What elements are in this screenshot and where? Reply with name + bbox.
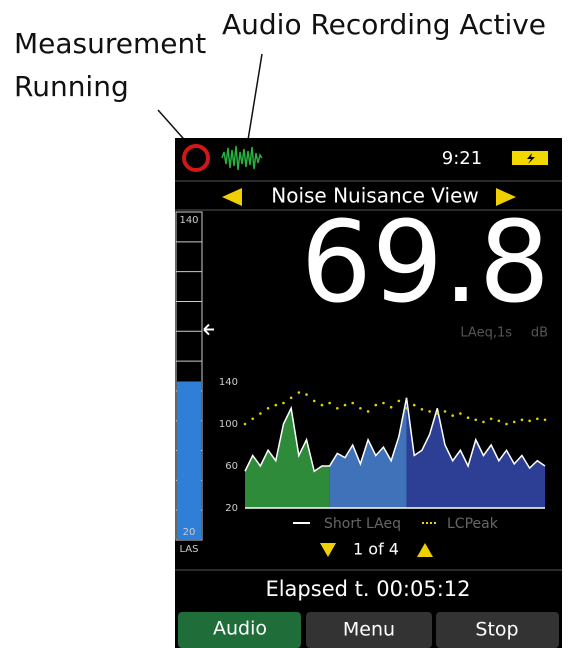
screen (175, 138, 562, 648)
peak-dot (466, 416, 470, 420)
peak-dot (528, 419, 531, 423)
audio-button[interactable] (178, 612, 301, 648)
peak-dot (420, 408, 424, 411)
reading-value: 69.8 (301, 198, 550, 328)
peak-dot (543, 418, 547, 422)
button-label[interactable]: Menu (343, 619, 395, 641)
peak-dot (474, 418, 478, 422)
peak-dot (312, 399, 316, 403)
peak-dot (497, 419, 501, 423)
peak-dot (436, 412, 439, 415)
page-down[interactable] (320, 543, 336, 557)
meter-tick-label: 20 (183, 527, 196, 538)
battery-bolt (527, 153, 535, 164)
peak-dot (366, 410, 370, 413)
peak-dot (289, 396, 293, 400)
peak-dot (389, 405, 393, 409)
peak-dot (505, 422, 508, 426)
reading-parameter: LAeq,1s (460, 326, 512, 341)
button-label[interactable]: Audio (213, 618, 267, 640)
prev-view-arrow[interactable] (222, 188, 242, 206)
meter-tick-label: 140 (179, 215, 198, 226)
page-up[interactable] (417, 543, 433, 557)
audio-waveform (221, 145, 263, 171)
pager: 1 of 4 (353, 540, 399, 559)
reading-unit: dB (531, 326, 548, 341)
peak-dot (274, 403, 278, 407)
legend-label: LCPeak (447, 516, 499, 532)
peak-dot (382, 401, 385, 405)
peak-dot (482, 420, 485, 424)
area-segment (329, 397, 407, 508)
peak-dot (397, 399, 401, 403)
peak-dot (343, 403, 347, 407)
peak-dot (320, 403, 324, 407)
peak-dot (328, 401, 331, 405)
peak-dot (512, 420, 516, 424)
peak-dot (297, 391, 301, 394)
area-segment (245, 408, 330, 508)
peak-dot (536, 417, 539, 421)
peak-dot (374, 403, 378, 407)
peak-dot (405, 406, 408, 410)
peak-dot (412, 403, 416, 407)
clock: 9:21 (442, 148, 482, 169)
area-segment (406, 397, 545, 508)
peak-dot (459, 412, 462, 415)
area-outline (244, 397, 546, 473)
peak-dot (428, 410, 431, 413)
peak-dot (243, 422, 247, 426)
peak-dot (489, 417, 493, 421)
peak-dot (359, 406, 362, 410)
peak-dot (443, 410, 447, 413)
peak-dot (266, 406, 270, 410)
next-view-arrow[interactable] (496, 188, 516, 206)
pointer-line (247, 53, 263, 141)
peak-dot (520, 418, 524, 422)
peak-dot (259, 412, 262, 415)
button-label[interactable]: Stop (475, 619, 518, 641)
view-title: Noise Nuisance View (271, 184, 479, 208)
y-tick-label: 60 (225, 461, 238, 472)
annotation: Running (14, 70, 129, 103)
y-tick-label: 140 (219, 377, 238, 388)
meter-level (177, 381, 201, 540)
peak-dot (451, 414, 454, 417)
meter-label: LAS (180, 544, 199, 555)
peak-dot (282, 401, 285, 405)
annotation: Measurement (14, 27, 206, 60)
y-tick-label: 20 (225, 503, 238, 514)
meter-marker (203, 323, 214, 336)
legend-label: Short LAeq (324, 516, 401, 532)
stop-button[interactable] (436, 612, 559, 648)
chart-layer: 20 140 20 60 100 140 (177, 215, 547, 540)
annotation: Audio Recording Active (222, 8, 546, 41)
peak-dot (336, 406, 339, 410)
y-tick-label: 100 (219, 419, 238, 430)
peak-dot (351, 401, 354, 405)
elapsed-time: Elapsed t. 00:05:12 (265, 577, 470, 601)
peak-dot (305, 393, 308, 396)
peak-dot (251, 417, 254, 421)
menu-button[interactable] (306, 612, 432, 648)
recording-ring (182, 144, 210, 172)
